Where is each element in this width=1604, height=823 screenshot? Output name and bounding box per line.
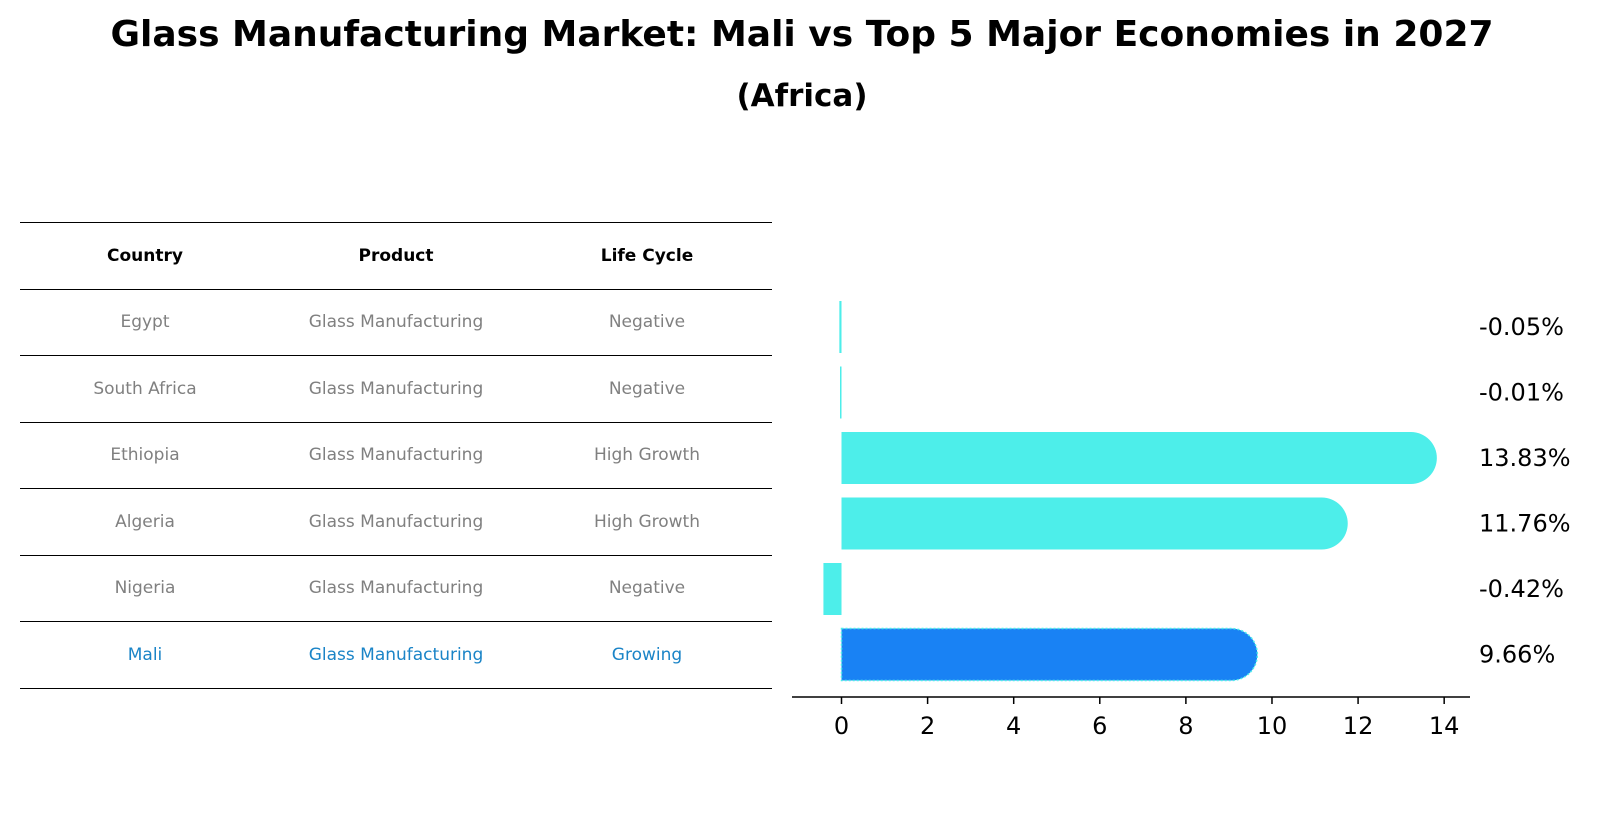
table-row-highlight: Mali Glass Manufacturing Growing <box>20 621 772 689</box>
header-country: Country <box>20 222 270 290</box>
cell-country: South Africa <box>20 355 270 423</box>
table-row: Algeria Glass Manufacturing High Growth <box>20 488 772 556</box>
x-tick-label: 2 <box>920 712 935 740</box>
cell-country: Mali <box>20 621 270 689</box>
cell-product: Glass Manufacturing <box>270 289 522 356</box>
cell-product: Glass Manufacturing <box>270 621 522 689</box>
x-tick-label: 12 <box>1343 712 1374 740</box>
bar-nigeria <box>823 563 842 615</box>
table-row: South Africa Glass Manufacturing Negativ… <box>20 355 772 423</box>
cell-life-cycle: High Growth <box>522 422 772 489</box>
chart-subtitle: (Africa) <box>736 78 868 114</box>
header-life-cycle: Life Cycle <box>522 222 772 290</box>
cell-life-cycle: Growing <box>522 621 772 689</box>
x-tick-label: 10 <box>1257 712 1288 740</box>
cell-product: Glass Manufacturing <box>270 355 522 423</box>
bar-value-label: -0.01% <box>1479 379 1564 407</box>
cell-life-cycle: High Growth <box>522 488 772 556</box>
bar-egypt <box>839 301 842 353</box>
table-row: Egypt Glass Manufacturing Negative <box>20 289 772 356</box>
bar-value-label: -0.05% <box>1479 313 1564 341</box>
cell-country: Algeria <box>20 488 270 556</box>
cell-country: Egypt <box>20 289 270 356</box>
cell-product: Glass Manufacturing <box>270 488 522 556</box>
bar-value-label: 9.66% <box>1479 641 1555 669</box>
table-header-row: Country Product Life Cycle <box>20 222 772 290</box>
x-tick-label: 0 <box>834 712 849 740</box>
bar-algeria <box>841 497 1348 550</box>
market-table: Country Product Life Cycle Egypt Glass M… <box>20 222 772 689</box>
cell-life-cycle: Negative <box>522 289 772 356</box>
cell-country: Ethiopia <box>20 422 270 489</box>
cell-life-cycle: Negative <box>522 555 772 622</box>
table-row: Ethiopia Glass Manufacturing High Growth <box>20 422 772 489</box>
header-product: Product <box>270 222 522 290</box>
bar-value-label: 11.76% <box>1479 510 1571 538</box>
table-row: Nigeria Glass Manufacturing Negative <box>20 555 772 622</box>
x-tick-label: 14 <box>1429 712 1460 740</box>
cell-life-cycle: Negative <box>522 355 772 423</box>
x-tick-label: 6 <box>1092 712 1107 740</box>
bar-ethiopia <box>841 432 1437 484</box>
bar-value-label: -0.42% <box>1479 575 1564 603</box>
chart-title: Glass Manufacturing Market: Mali vs Top … <box>110 14 1494 55</box>
bar-mali <box>840 627 1259 682</box>
x-tick-label: 4 <box>1006 712 1021 740</box>
cell-product: Glass Manufacturing <box>270 555 522 622</box>
cell-product: Glass Manufacturing <box>270 422 522 489</box>
x-tick-label: 8 <box>1178 712 1193 740</box>
bar-south-africa <box>840 366 842 419</box>
cell-country: Nigeria <box>20 555 270 622</box>
bar-value-label: 13.83% <box>1479 444 1571 472</box>
